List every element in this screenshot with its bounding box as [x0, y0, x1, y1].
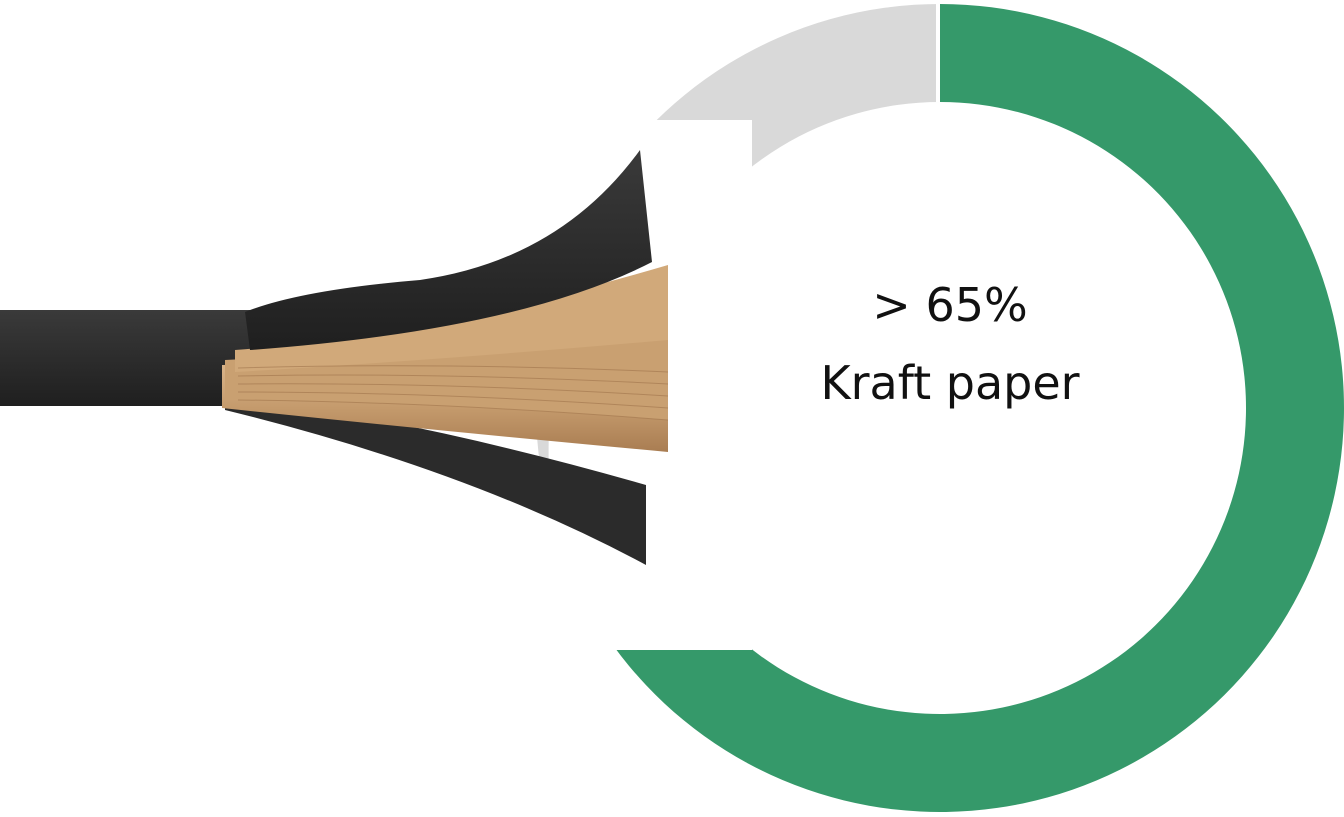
- dark-strip: [0, 310, 250, 406]
- center-category-label: Kraft paper: [820, 356, 1080, 410]
- upper-dark-flap: [245, 150, 652, 350]
- kraft-fibre-lines: [237, 365, 669, 421]
- kraft-layer-top: [235, 265, 668, 372]
- lower-dark-flap: [225, 395, 646, 565]
- center-percentage-label: > 65%: [872, 278, 1028, 332]
